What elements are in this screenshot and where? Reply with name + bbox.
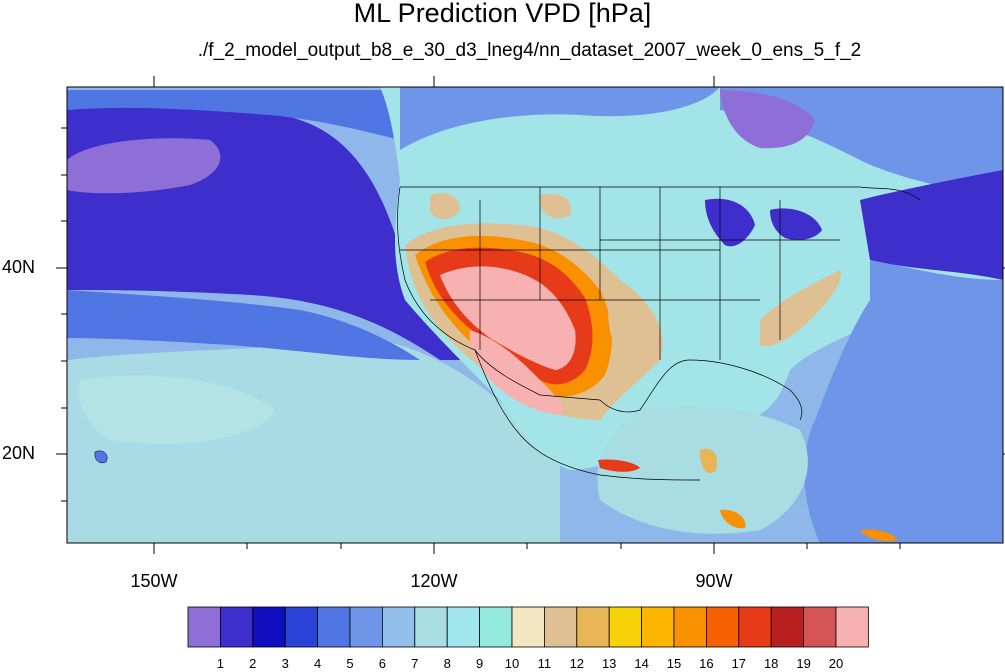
colorbar-label: 5: [346, 656, 354, 671]
sonora-pink: [469, 330, 564, 415]
map-subtitle: ./f_2_model_output_b8_e_30_d3_lneg4/nn_d…: [197, 40, 862, 61]
texas-tan: [608, 290, 660, 370]
colorbar-swatch: [738, 606, 772, 648]
northwest-tan: [430, 193, 460, 220]
colorbar-label: 10: [504, 656, 520, 671]
colorbar-label: 18: [763, 656, 779, 671]
lat-label-40n: 40N: [2, 257, 36, 277]
south-america-spot: [860, 529, 898, 542]
colorbar-label: 19: [796, 656, 811, 671]
great-lakes-west: [705, 198, 755, 247]
map-title: ML Prediction VPD [hPa]: [353, 0, 652, 28]
yucatan-spot: [700, 448, 718, 474]
colorbar-label: 6: [378, 656, 386, 671]
lon-label-150w: 150W: [130, 571, 178, 591]
colorbar-label: 2: [249, 656, 257, 671]
colorbar-label: 13: [601, 656, 617, 671]
colorbar-label: 20: [828, 656, 844, 671]
political-boundaries: [397, 186, 921, 481]
colorbar-label: 15: [666, 656, 682, 671]
colorbar-swatch: [479, 606, 513, 648]
colorbar-swatch: [219, 606, 254, 648]
axis-ticks: [56, 76, 1005, 554]
colorbar-label: 8: [443, 656, 451, 671]
atlantic-dark-band: [860, 170, 1003, 280]
ocean-mid-band: [67, 290, 420, 360]
colorbar-swatch: [576, 606, 610, 648]
colorbar-label: 11: [537, 656, 552, 671]
colorbar-swatch: [608, 606, 643, 648]
colorbar-swatch: [770, 606, 805, 648]
colorbar-swatch: [381, 606, 416, 648]
axis-minor-ticks: [61, 127, 901, 549]
colorbar-swatch: [284, 606, 319, 648]
colorbar-label: 17: [731, 656, 747, 671]
ocean-north-band: [67, 90, 400, 140]
colorbar-swatch: [317, 606, 351, 648]
gulf-field: [597, 406, 808, 534]
central-america-spot: [720, 509, 746, 529]
colorbar-swatch: [252, 606, 286, 648]
lon-label-90w: 90W: [695, 571, 733, 591]
colorbar-swatch: [544, 606, 578, 648]
montana-tan: [540, 193, 571, 219]
great-lakes-east: [770, 208, 822, 240]
colorbar-swatch: [349, 606, 383, 648]
colorbar: [187, 606, 869, 648]
colorbar-swatch: [511, 606, 545, 648]
ocean-subtropical-high: [78, 375, 275, 444]
colorbar-swatch: [187, 606, 221, 648]
map-field: [67, 87, 1003, 543]
hudson-purple-patch: [720, 90, 815, 149]
colorbar-label: 9: [475, 656, 484, 671]
colorbar-swatch: [673, 606, 707, 648]
colorbar-swatch: [835, 606, 869, 648]
colorbar-label: 16: [699, 656, 714, 671]
colorbar-label: 7: [411, 656, 419, 671]
lat-label-20n: 20N: [2, 443, 36, 463]
canada-north-band: [400, 87, 720, 150]
colorbar-label: 3: [281, 656, 289, 671]
lon-label-120w: 120W: [410, 571, 458, 591]
colorbar-swatch: [706, 606, 740, 648]
ocean-purple-patch: [67, 138, 221, 194]
colorbar-label: 1: [216, 656, 224, 671]
hawaii-island: [94, 450, 108, 464]
southwest-pink: [440, 266, 576, 370]
colorbar-swatch: [446, 606, 481, 648]
colorbar-swatch: [414, 606, 448, 648]
colorbar-label: 4: [313, 656, 322, 671]
colorbar-label: 12: [569, 656, 585, 671]
mexico-spot: [598, 459, 640, 472]
atlantic-field: [804, 260, 1003, 543]
colorbar-swatch: [641, 606, 675, 648]
colorbar-label: 14: [634, 656, 649, 671]
colorbar-swatch: [803, 606, 837, 648]
map-frame: [66, 86, 1004, 544]
